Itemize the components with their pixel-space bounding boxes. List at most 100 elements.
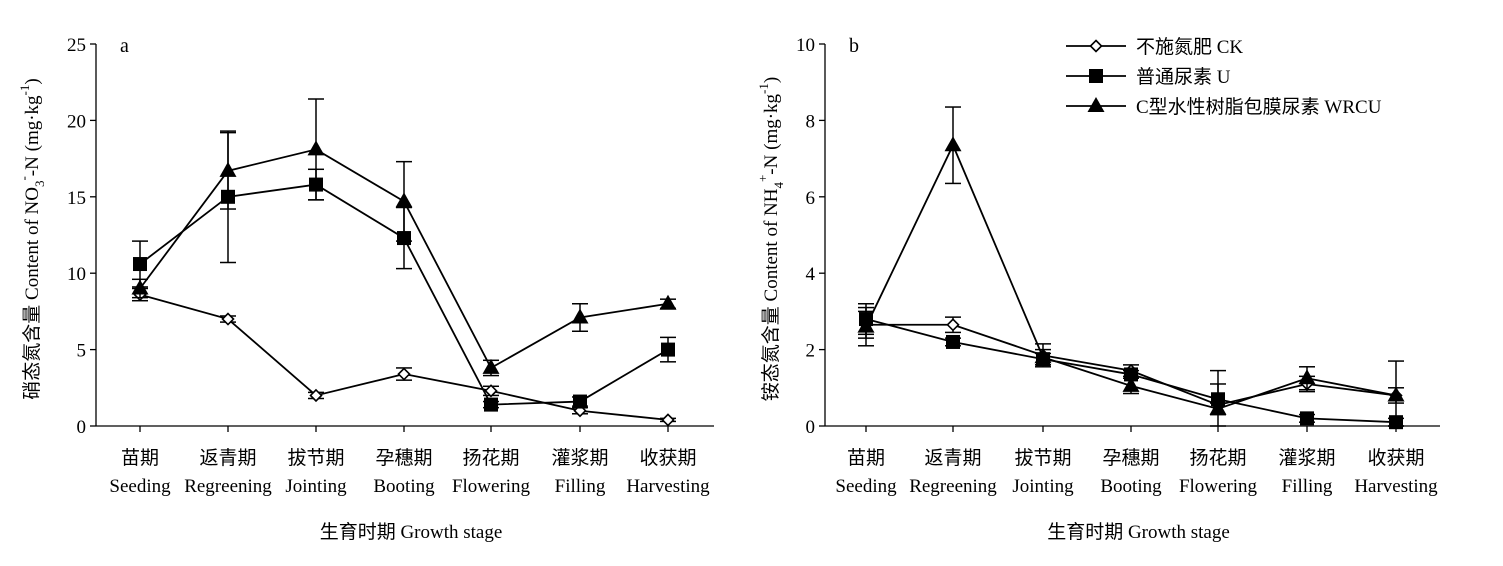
data-point [946,334,960,349]
data-point [661,342,675,357]
x-tick-label-en: Seeding [835,476,897,497]
data-point [1209,399,1227,415]
x-tick-label-cn: 扬花期 [462,447,519,469]
y-tick-label: 15 [67,188,86,209]
x-tick-label-en: Regreening [184,476,272,497]
x-tick-label-cn: 苗期 [121,447,159,469]
x-tick-label-en: Booting [1100,476,1162,497]
x-tick-label-en: Jointing [1012,476,1074,497]
y-axis-title-part: -N (mg·kg [761,93,782,174]
legend-item: 不施氮肥 CK [1066,36,1243,58]
x-tick-label-cn: 拔节期 [287,447,344,469]
legend-item: 普通尿素 U [1066,66,1231,88]
data-point [1387,386,1405,402]
y-axis-title-part: 铵态氮含量 Content of NH [760,188,782,401]
x-tick-label-cn: 灌浆期 [1278,447,1335,469]
series-line [139,293,669,421]
legend-item: C型水性树脂包膜尿素 WRCU [1066,96,1382,118]
data-point [221,312,235,326]
legend-label: 普通尿素 U [1136,66,1231,88]
y-tick-label: 0 [77,417,87,438]
x-tick-label-cn: 孕穗期 [375,447,432,469]
data-point [395,192,413,208]
data-point [309,388,323,403]
x-tick-label-en: Harvesting [1354,476,1438,497]
x-tick-label-cn: 拔节期 [1014,447,1071,469]
y-axis-title-part: 硝态氮含量 Content of NO [21,187,43,400]
y-tick-label: 6 [806,188,816,209]
data-point [944,136,962,152]
x-tick-label-en: Booting [373,476,435,497]
x-axis-title: 生育时期 Growth stage [320,521,503,543]
data-point [571,308,589,324]
y-axis-title-part: 3 [32,181,47,188]
legend-label: C型水性树脂包膜尿素 WRCU [1136,96,1382,118]
series-triangle-filled [131,98,677,377]
y-tick-label: 10 [67,264,86,285]
x-tick-label-en: Regreening [909,476,997,497]
x-tick-label-cn: 返青期 [924,447,981,469]
y-tick-label: 8 [806,111,816,132]
data-point [857,317,875,333]
data-point [573,394,587,409]
x-tick-label-cn: 扬花期 [1189,447,1246,469]
legend-marker [1087,97,1105,112]
legend-label: 不施氮肥 CK [1136,36,1243,58]
panel-a: 0 5 10 15 20 25 苗期 Seeding 返青期 Regreening 拔节期 Joint… [16,35,714,543]
y-tick-label: 5 [77,341,87,362]
y-axis-title: 硝态氮含量 Content of NO3--N (mg·kg-1) [16,78,47,399]
x-tick-label-cn: 收获期 [639,447,696,469]
x-tick-label-en: Filling [555,476,606,497]
data-point [307,140,325,156]
data-point [131,279,149,295]
data-point [484,384,498,398]
data-point [1298,369,1316,385]
panel-b: 0 2 4 6 8 10 苗期 Seeding 返青期 Regreening 拔节期 Jointing… [755,35,1440,543]
data-point [482,358,500,374]
series-diamond-open [132,287,676,427]
y-axis-title-part: ) [22,78,43,84]
x-tick-label-cn: 孕穗期 [1102,447,1159,469]
y-tick-label: 2 [806,341,816,362]
data-point [484,397,498,412]
y-axis-title-part: + [755,175,770,182]
legend-marker [1089,39,1103,53]
y-axis-title-part: - [16,176,31,180]
y-tick-label: 4 [806,264,816,285]
x-tick-label-en: Flowering [1179,476,1258,497]
x-tick-label-cn: 灌浆期 [551,447,608,469]
x-tick-label-cn: 苗期 [847,447,885,469]
data-point [1300,411,1314,426]
y-axis-title-part: -1 [17,85,32,96]
data-point [133,257,147,272]
data-point [1122,376,1140,392]
data-point [1034,348,1052,364]
x-tick-label-en: Seeding [109,476,171,497]
data-point [659,294,677,310]
data-point [219,161,237,177]
y-tick-label: 10 [796,35,815,56]
x-tick-label-en: Jointing [285,476,347,497]
y-tick-label: 0 [806,417,816,438]
series-triangle-filled [857,106,1405,416]
y-axis-title-part: -N (mg·kg [22,95,43,176]
data-point [661,413,675,427]
x-tick-label-cn: 返青期 [199,447,256,469]
x-tick-label-en: Harvesting [626,476,710,497]
data-point [946,318,960,332]
x-tick-label-en: Filling [1282,476,1333,497]
y-axis-title-part: -1 [756,83,771,94]
y-tick-label: 25 [67,35,86,56]
panel-label: b [849,35,859,57]
x-tick-label-cn: 收获期 [1367,447,1424,469]
legend-marker [1089,69,1103,83]
legend: 不施氮肥 CK 普通尿素 U C型水性树脂包膜尿素 WRCU [1066,36,1382,118]
y-tick-label: 20 [67,111,86,132]
y-axis-title-part: 4 [771,182,786,189]
y-axis-title: 铵态氮含量 Content of NH4+-N (mg·kg-1) [755,77,786,401]
data-point [397,367,411,381]
x-tick-label-en: Flowering [452,476,531,497]
x-axis-title: 生育时期 Growth stage [1047,521,1230,543]
data-point [1389,415,1403,430]
